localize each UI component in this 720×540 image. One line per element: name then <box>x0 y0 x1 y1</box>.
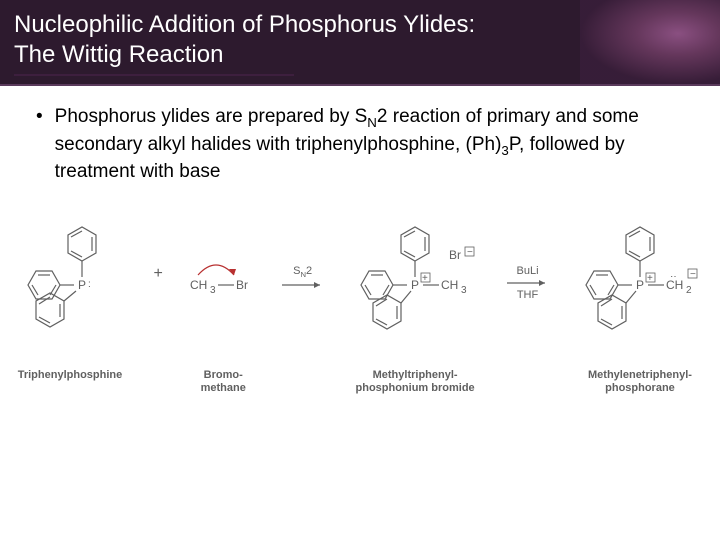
svg-text:−: − <box>690 269 696 280</box>
svg-text:−: − <box>467 247 473 258</box>
bullet-item: • Phosphorus ylides are prepared by SN2 … <box>36 104 684 185</box>
arrow-buli: BuLi THF <box>505 205 551 301</box>
svg-text:Br: Br <box>449 248 461 262</box>
svg-text:+: + <box>647 273 653 284</box>
arrow-sn2: SN2 <box>280 205 326 291</box>
mol-phosphonium: P + Br − CH3 <box>345 205 485 395</box>
svg-bromomethane: CH3 Br <box>186 205 260 365</box>
mol-ylide: P + CH2 ‥ − <box>570 205 710 395</box>
body-content: • Phosphorus ylides are prepared by SN2 … <box>0 86 720 195</box>
slide-title: Nucleophilic Addition of Phosphorus Ylid… <box>14 10 706 70</box>
bullet-pre: Phosphorus ylides are prepared by S <box>55 106 368 127</box>
svg-text:Br: Br <box>236 278 248 292</box>
svg-text:P: P <box>78 278 86 292</box>
title-bar: Nucleophilic Addition of Phosphorus Ylid… <box>0 0 720 86</box>
label-bromomethane: Bromo- methane <box>201 369 246 395</box>
title-underline <box>14 74 294 76</box>
bullet-sub2: 3 <box>501 143 508 158</box>
svg-ylide: P + CH2 ‥ − <box>570 205 710 365</box>
svg-text:3: 3 <box>461 285 467 296</box>
title-line-1: Nucleophilic Addition of Phosphorus Ylid… <box>14 11 475 38</box>
label-phosphonium: Methyltriphenyl- phosphonium bromide <box>356 369 475 395</box>
cond-buli: BuLi <box>517 265 539 277</box>
cond-sn2: SN2 <box>293 265 312 279</box>
svg-text:P: P <box>411 278 419 292</box>
title-line-2: The Wittig Reaction <box>14 41 223 68</box>
svg-text:CH: CH <box>441 278 458 292</box>
svg-triphenylphosphine: P : <box>10 205 130 365</box>
mol-bromomethane: CH3 Br Bromo- methane <box>186 205 260 395</box>
svg-phosphonium: P + Br − CH3 <box>345 205 485 365</box>
bullet-mark: • <box>36 104 43 185</box>
reaction-scheme: P : <box>0 195 720 395</box>
svg-text:CH: CH <box>190 278 207 292</box>
label-triphenylphosphine: Triphenylphosphine <box>18 369 123 382</box>
svg-text::: : <box>88 279 91 290</box>
svg-text:CH: CH <box>666 278 683 292</box>
svg-text:2: 2 <box>686 285 692 296</box>
cond-thf: THF <box>517 289 538 301</box>
bullet-sub1: N <box>367 115 377 130</box>
svg-text:3: 3 <box>210 285 216 296</box>
plus-sign: + <box>149 205 166 283</box>
label-ylide: Methylenetriphenyl- phosphorane <box>588 369 692 395</box>
svg-text:P: P <box>636 278 644 292</box>
bullet-text: Phosphorus ylides are prepared by SN2 re… <box>55 104 684 185</box>
svg-text:+: + <box>422 273 428 284</box>
mol-triphenylphosphine: P : <box>10 205 130 382</box>
svg-text:‥: ‥ <box>670 269 677 280</box>
